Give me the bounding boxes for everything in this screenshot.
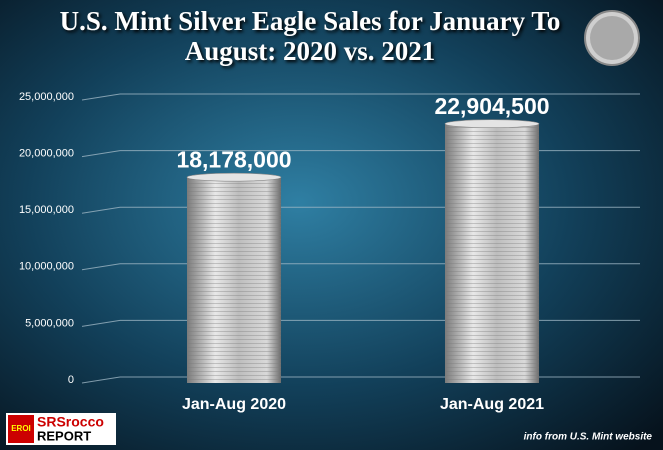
logo-name: SRSrocco — [37, 414, 104, 430]
source-note: info from U.S. Mint website — [524, 432, 653, 443]
x-tick-label: Jan-Aug 2020 — [182, 396, 286, 413]
y-tick-label: 25,000,000 — [19, 91, 74, 103]
x-tick-label: Jan-Aug 2021 — [440, 396, 544, 413]
value-label: 22,904,500 — [434, 93, 549, 119]
bar-top — [186, 172, 282, 182]
logo-badge — [8, 415, 34, 443]
grid-line — [81, 93, 640, 101]
y-tick-label: 15,000,000 — [19, 204, 74, 216]
y-tick-label: 10,000,000 — [19, 261, 74, 273]
logo-badge-text: EROI — [11, 424, 31, 433]
y-tick-label: 0 — [68, 374, 74, 386]
logo-sub: REPORT — [37, 428, 91, 443]
y-tick-label: 5,000,000 — [25, 317, 74, 329]
bar-top — [444, 119, 540, 129]
y-tick-label: 20,000,000 — [19, 148, 74, 160]
value-label: 18,178,000 — [176, 146, 291, 172]
coin-icon-inner — [590, 16, 634, 60]
chart-title: U.S. Mint Silver Eagle Sales for January… — [59, 6, 561, 66]
bar-texture — [187, 177, 281, 383]
bar-texture — [445, 123, 539, 383]
